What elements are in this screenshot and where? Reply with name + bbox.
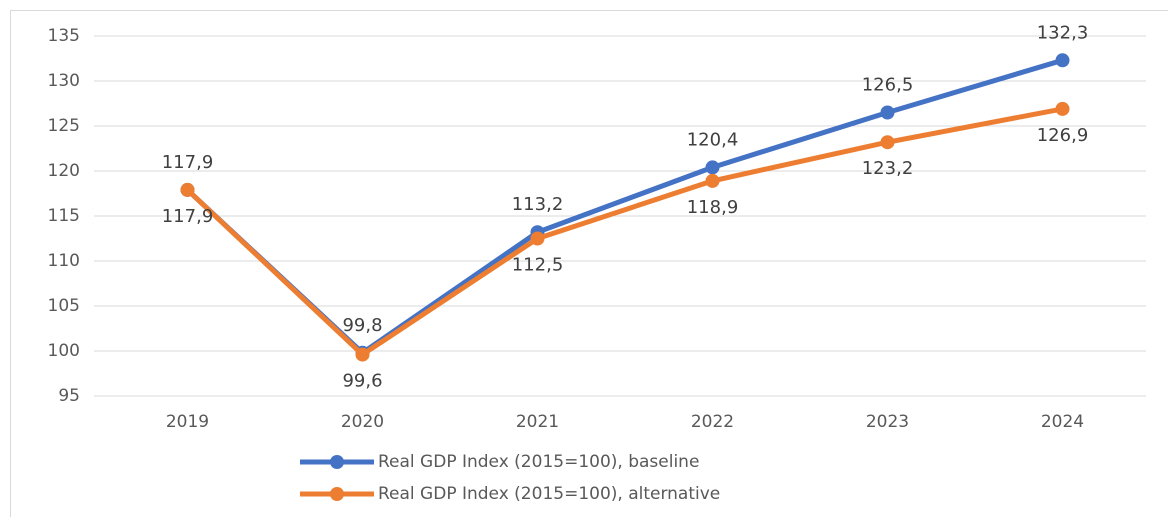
x-tick-label: 2021 — [516, 412, 559, 432]
data-label: 126,5 — [862, 75, 914, 96]
x-tick-label: 2019 — [166, 412, 209, 432]
x-tick-label: 2024 — [1041, 412, 1084, 432]
chart-border — [10, 10, 1168, 517]
legend-marker — [330, 487, 344, 501]
y-tick-label: 120 — [48, 161, 80, 181]
data-point — [880, 105, 895, 120]
data-point — [705, 160, 720, 175]
data-label: 123,2 — [862, 158, 914, 179]
legend-label: Real GDP Index (2015=100), alternative — [378, 484, 720, 504]
data-point — [1055, 53, 1070, 68]
data-label: 118,9 — [687, 197, 739, 218]
y-tick-label: 110 — [48, 251, 80, 271]
y-tick-label: 105 — [48, 296, 80, 316]
y-tick-label: 125 — [48, 116, 80, 136]
data-label: 113,2 — [512, 194, 564, 215]
data-label: 112,5 — [512, 255, 564, 276]
data-label: 117,9 — [162, 152, 214, 173]
series-line — [185, 57, 1064, 356]
data-label: 120,4 — [687, 129, 739, 150]
y-tick-label: 135 — [48, 26, 80, 46]
x-tick-label: 2020 — [341, 412, 384, 432]
y-tick-label: 130 — [48, 71, 80, 91]
data-point — [530, 231, 545, 246]
x-tick-label: 2023 — [866, 412, 909, 432]
data-label: 117,9 — [162, 206, 214, 227]
legend-label: Real GDP Index (2015=100), baseline — [378, 452, 699, 472]
data-point — [355, 347, 370, 362]
y-tick-label: 95 — [58, 386, 80, 406]
y-tick-label: 100 — [48, 341, 80, 361]
data-point — [180, 182, 195, 197]
data-point — [880, 135, 895, 150]
data-point — [705, 173, 720, 188]
series-line — [185, 106, 1063, 358]
data-point — [1055, 101, 1070, 116]
data-label: 126,9 — [1037, 125, 1089, 146]
x-tick-label: 2022 — [691, 412, 734, 432]
data-label: 99,6 — [342, 371, 382, 392]
data-label: 132,3 — [1037, 22, 1089, 43]
data-label: 99,8 — [342, 315, 382, 336]
y-tick-label: 115 — [48, 206, 80, 226]
legend-marker — [330, 455, 344, 469]
